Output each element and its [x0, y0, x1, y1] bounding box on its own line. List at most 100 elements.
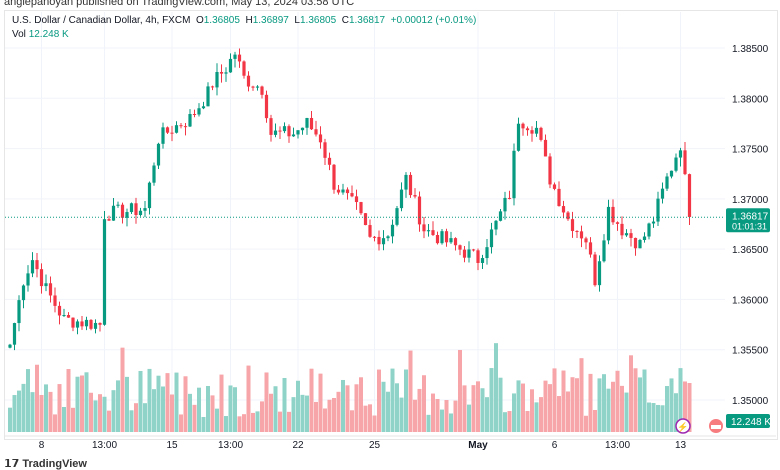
candle-body — [665, 176, 669, 189]
candle-body — [575, 231, 579, 233]
candle-body — [444, 231, 449, 243]
candle-body — [660, 188, 665, 199]
volume-bar — [557, 396, 561, 432]
volume-bar — [476, 381, 480, 432]
volume-bar — [449, 413, 453, 432]
volume-bar — [363, 405, 368, 432]
candle-body — [642, 236, 647, 240]
volume-bar — [219, 374, 224, 432]
volume-bar — [530, 389, 534, 432]
candle-body — [476, 250, 480, 263]
candle-body — [377, 236, 381, 245]
symbol-title: U.S. Dollar / Canadian Dollar, 4h, FXCM — [12, 15, 191, 26]
volume-bar — [188, 393, 192, 432]
candle-body — [656, 198, 660, 222]
candle-body — [233, 54, 237, 59]
volume-bar — [174, 372, 179, 432]
volume-bar — [377, 369, 381, 432]
candle-body — [80, 321, 84, 327]
volume-bar — [489, 368, 494, 432]
volume-bar — [507, 411, 512, 432]
volume-bar — [143, 403, 147, 432]
volume-bar — [633, 368, 638, 432]
volume-bar — [399, 397, 404, 432]
last-volume-badge — [726, 414, 770, 428]
volume-bar — [390, 368, 395, 432]
candle-body — [165, 127, 170, 133]
candle-body — [566, 212, 570, 220]
volume-bar — [575, 378, 579, 432]
candle-body — [503, 197, 507, 212]
volume-bar — [246, 365, 251, 432]
volume-bar — [332, 397, 336, 432]
volume-value: 12.248 K — [28, 29, 69, 40]
candle-body — [363, 213, 368, 226]
candle-body — [282, 126, 287, 132]
candle-body — [494, 220, 498, 230]
x-tick-label: 15 — [166, 440, 178, 451]
volume-bar — [611, 381, 615, 432]
volume-bar — [665, 386, 669, 432]
volume-bar — [287, 411, 291, 432]
y-tick-label: 1.36500 — [732, 245, 769, 256]
candle-body — [48, 283, 53, 296]
low-label: L — [294, 15, 300, 26]
candle-body — [75, 321, 80, 328]
candle-body — [350, 193, 354, 197]
volume-bar — [224, 416, 228, 432]
volume-bar — [570, 377, 575, 432]
volume-bar — [206, 386, 210, 432]
candle-body — [354, 196, 359, 203]
volume-bar — [593, 409, 597, 432]
volume-bar — [336, 391, 341, 432]
volume-bar — [84, 372, 89, 432]
volume-bar — [318, 373, 323, 432]
volume-bar — [111, 390, 116, 432]
candle-body — [372, 236, 377, 238]
low-value: 1.36805 — [299, 15, 337, 26]
candle-body — [669, 170, 674, 177]
volume-bar — [471, 385, 476, 432]
open-value: 1.36805 — [203, 15, 240, 26]
candle-body — [170, 132, 174, 134]
volume-bar — [21, 383, 26, 432]
candle-body — [260, 86, 264, 95]
x-tick-label: 8 — [39, 440, 45, 451]
volume-label: Vol — [12, 29, 26, 40]
volume-bar — [494, 343, 498, 432]
candle-body — [66, 315, 71, 318]
candle-body — [624, 233, 629, 236]
volume-bar — [579, 358, 584, 432]
candle-body — [525, 128, 530, 131]
candle-body — [332, 164, 336, 190]
volume-bar — [440, 409, 444, 432]
volume-bar — [647, 402, 651, 432]
volume-bar — [435, 398, 440, 432]
volume-bar — [278, 411, 282, 432]
x-tick-label: 13:00 — [605, 440, 630, 451]
chart-frame[interactable] — [4, 10, 778, 440]
y-tick-label: 1.38000 — [732, 94, 769, 105]
candle-body — [26, 273, 30, 286]
close-value: 1.36817 — [348, 15, 386, 26]
candle-body — [386, 236, 390, 239]
candle-body — [323, 142, 327, 158]
volume-bar — [422, 375, 426, 432]
volume-bar — [156, 375, 161, 432]
candle-body — [359, 202, 363, 214]
volume-bar — [44, 384, 48, 432]
volume-bar — [480, 388, 485, 432]
volume-bar — [498, 377, 503, 432]
candle-body — [413, 195, 417, 197]
candle-body — [687, 174, 692, 217]
volume-bar — [12, 395, 17, 432]
volume-bar — [8, 407, 12, 432]
candle-body — [507, 197, 512, 199]
volume-bar — [296, 380, 300, 432]
volume-bar — [629, 355, 633, 432]
x-tick-label: 22 — [292, 440, 304, 451]
candle-body — [273, 130, 278, 135]
candle-body — [30, 260, 35, 274]
candle-body — [638, 239, 642, 249]
